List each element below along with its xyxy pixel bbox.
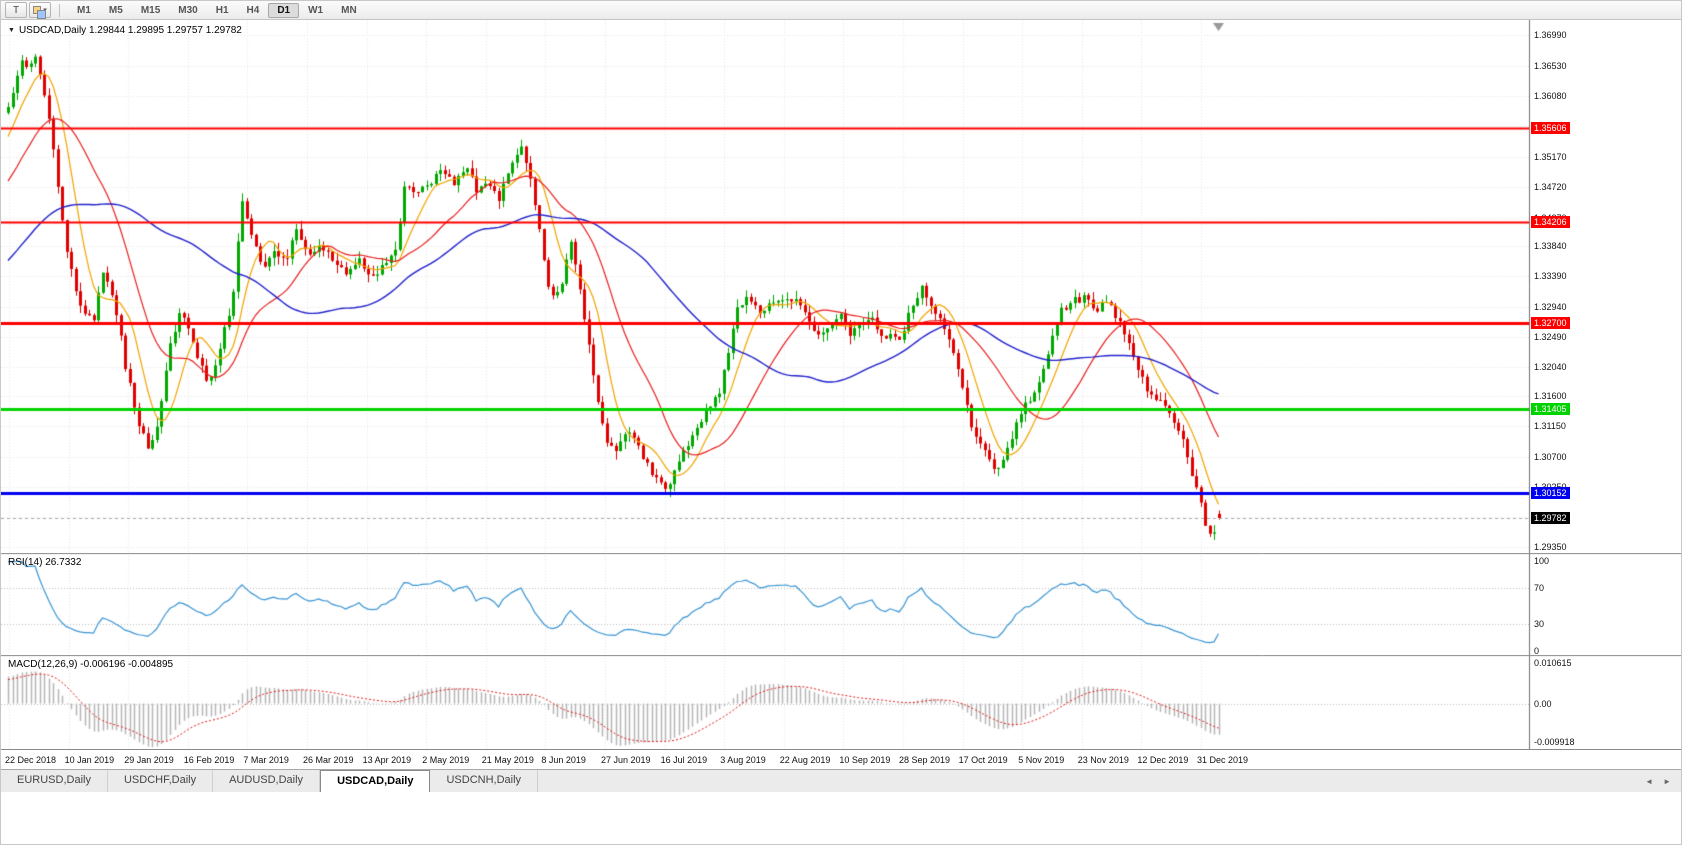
chart-tab-eurusd[interactable]: EURUSD,Daily xyxy=(1,770,108,792)
chart-tab-usdchf[interactable]: USDCHF,Daily xyxy=(108,770,214,792)
rsi-label: RSI(14) 26.7332 xyxy=(8,557,82,568)
toolbar: T ▾ M1 M5 M15 M30 H1 H4 D1 W1 MN xyxy=(1,1,1681,20)
timeframe-button-m30[interactable]: M30 xyxy=(178,4,198,16)
tab-scroll-left-button[interactable]: ◄ xyxy=(1645,776,1654,786)
timeframe-button-m5[interactable]: M5 xyxy=(108,4,123,16)
status-area xyxy=(1,792,1681,844)
chart-tab-audusd[interactable]: AUDUSD,Daily xyxy=(213,770,321,792)
shapes-icon xyxy=(33,6,47,19)
tab-scroll-controls: ◄ ► xyxy=(1643,770,1681,792)
chart-tabs: EURUSD,Daily USDCHF,Daily AUDUSD,Daily USDC… xyxy=(1,770,539,792)
timeframe-buttons: M1 M5 M15 M30 H1 H4 D1 W1 MN xyxy=(68,2,366,18)
timeframe-button-m15[interactable]: M15 xyxy=(140,4,161,16)
timeframe-button-h4[interactable]: H4 xyxy=(246,4,260,16)
timeframe-button-w1[interactable]: W1 xyxy=(308,4,324,16)
chart-tab-bar: EURUSD,Daily USDCHF,Daily AUDUSD,Daily USDC… xyxy=(1,769,1681,792)
toolbar-separator xyxy=(59,3,60,17)
tab-scroll-right-button[interactable]: ► xyxy=(1663,776,1671,786)
macd-label: MACD(12,26,9) -0.006196 -0.004895 xyxy=(8,659,174,670)
main-chart-canvas[interactable] xyxy=(1,20,1681,553)
chart-tab-usdcnh[interactable]: USDCNH,Daily xyxy=(430,770,539,792)
timeframe-button-mn[interactable]: MN xyxy=(341,4,357,16)
symbol-marker-icon: ▼ xyxy=(8,27,15,34)
chart-title: ▼ USDCAD,Daily 1.29844 1.29895 1.29757 1… xyxy=(8,25,242,36)
macd-indicator-canvas[interactable] xyxy=(1,655,1681,749)
crosshair-tool-button[interactable]: T xyxy=(5,2,27,18)
timeframe-button-m1[interactable]: M1 xyxy=(77,4,91,16)
rsi-indicator-canvas[interactable] xyxy=(1,553,1681,655)
timeframe-button-h1[interactable]: H1 xyxy=(215,4,229,16)
shapes-tool-button[interactable]: ▾ xyxy=(29,2,51,19)
date-axis[interactable] xyxy=(1,749,1681,769)
crosshair-tool-icon: T xyxy=(12,4,20,16)
timeframe-button-d1[interactable]: D1 xyxy=(268,2,300,18)
chart-ohlc-text: USDCAD,Daily 1.29844 1.29895 1.29757 1.2… xyxy=(18,25,242,36)
chart-tab-usdcad[interactable]: USDCAD,Daily xyxy=(320,770,431,792)
